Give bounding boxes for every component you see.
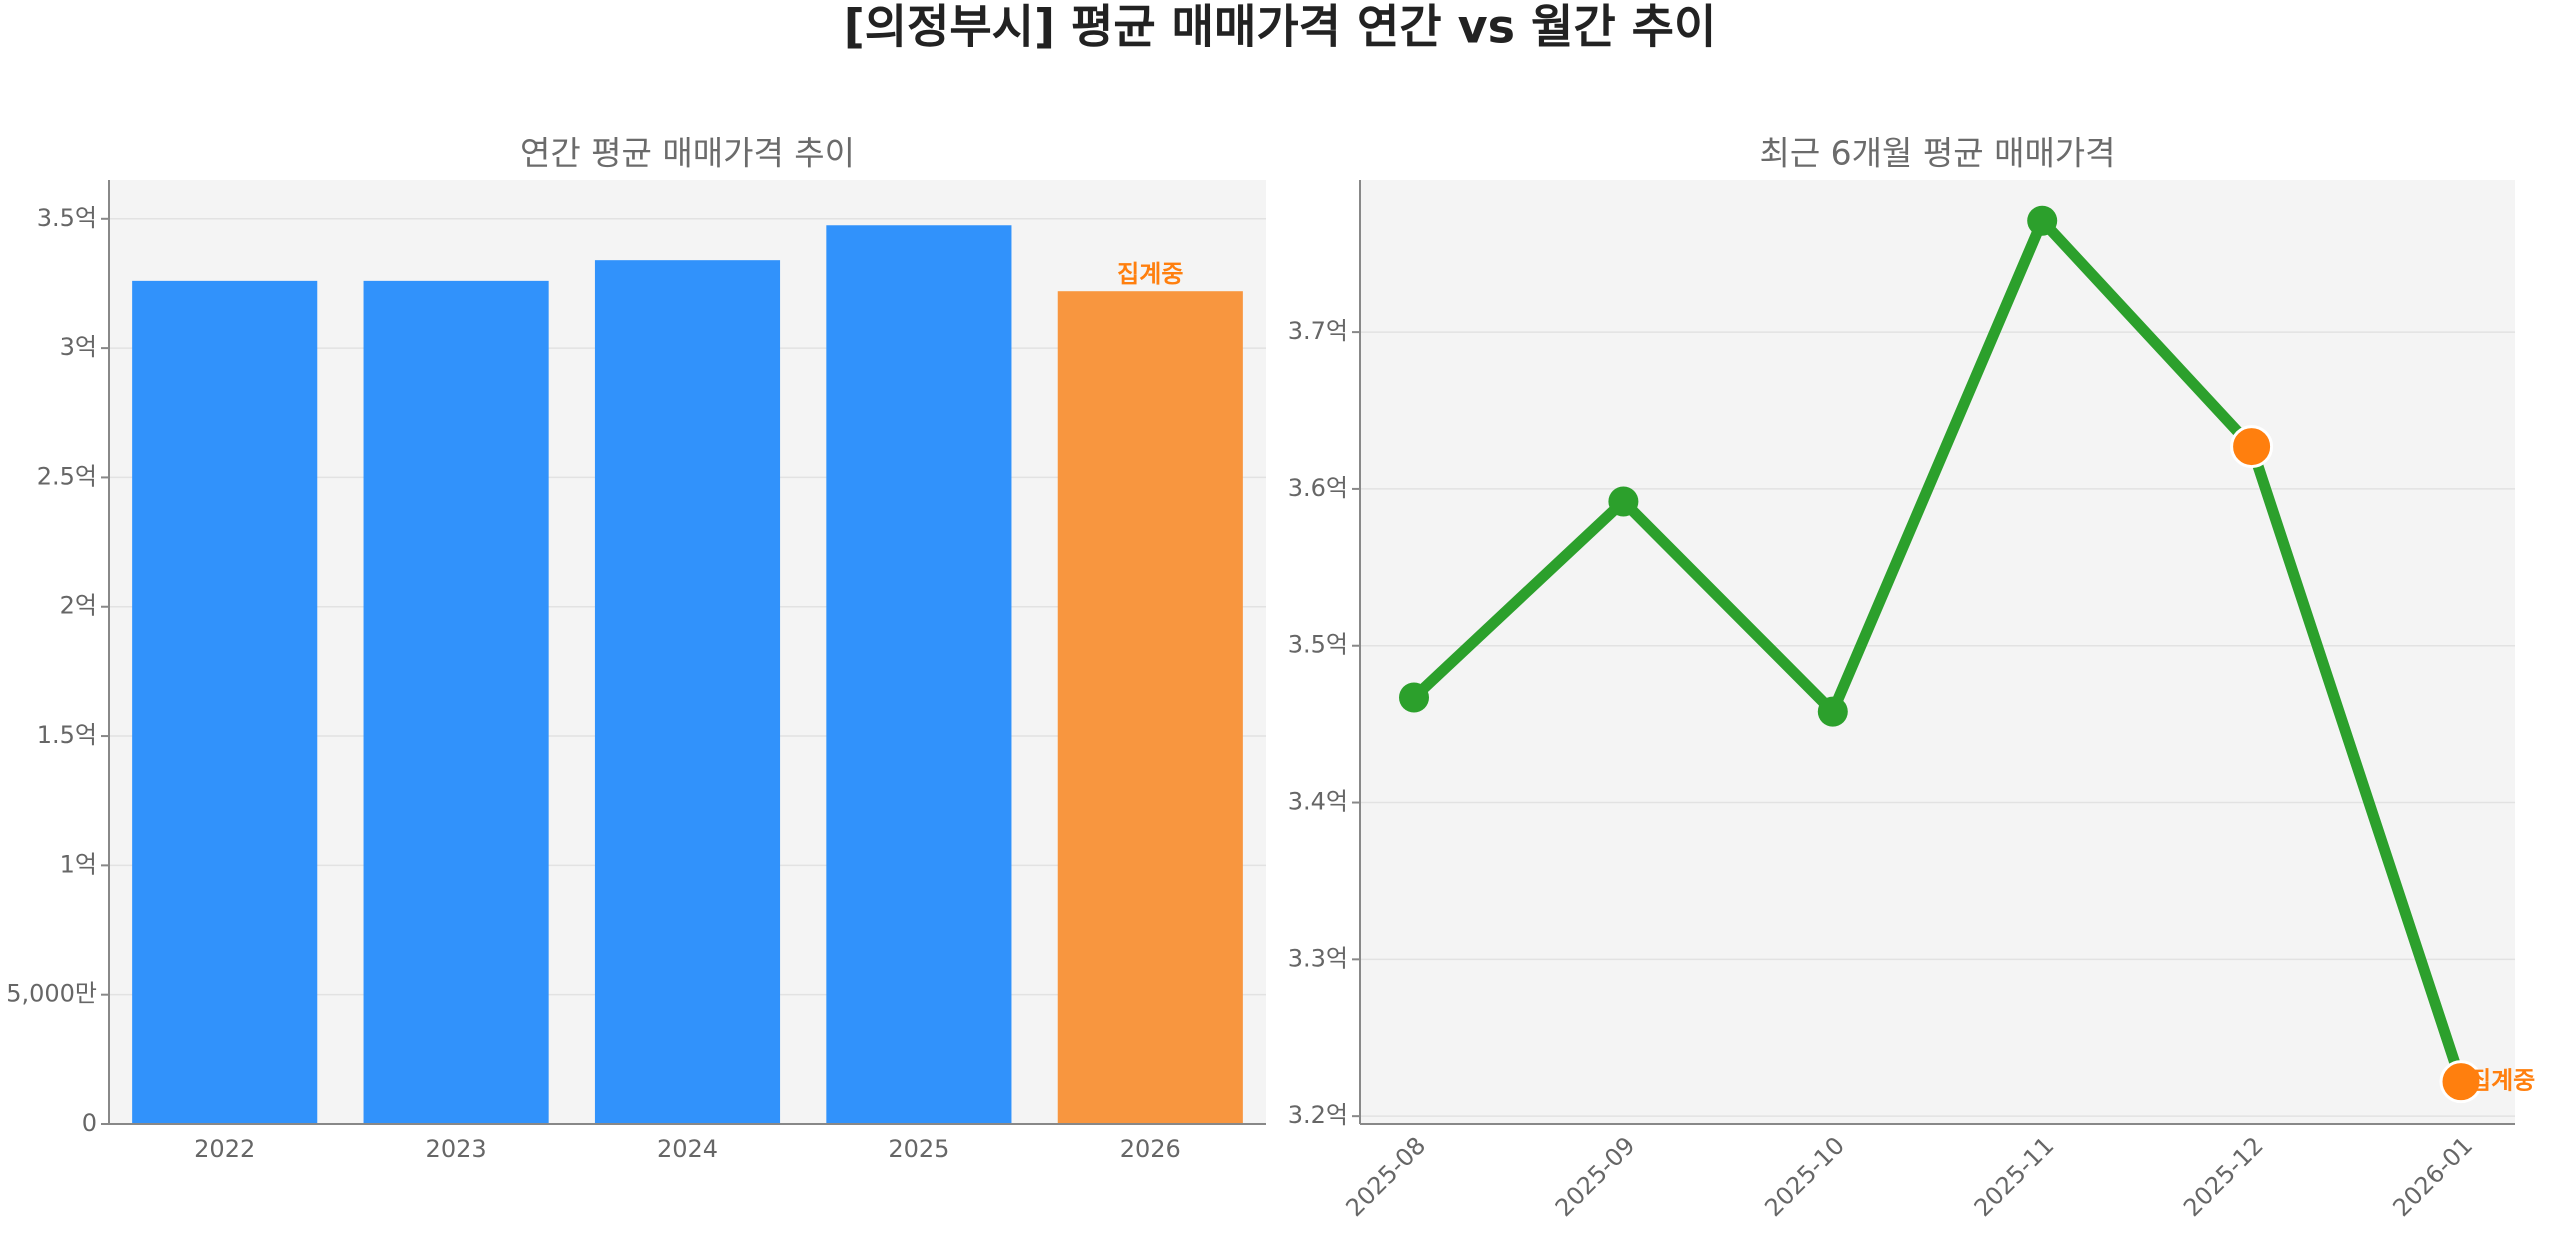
y-tick-label: 1.5억 (37, 721, 97, 749)
x-tick-label: 2022 (194, 1135, 255, 1163)
bar (594, 260, 781, 1124)
plot-background (1360, 180, 2515, 1124)
y-tick-label: 3.6억 (1288, 474, 1348, 502)
y-tick-label: 2억 (60, 592, 97, 620)
marker (2439, 1060, 2483, 1104)
y-tick-label: 3.4억 (1288, 788, 1348, 816)
bar (1057, 291, 1243, 1125)
y-tick-label: 3.7억 (1288, 317, 1348, 345)
line (1410, 215, 2467, 1084)
x-tick-label: 2026 (1120, 1135, 1181, 1163)
x-tick-label: 2025-09 (1550, 1131, 1641, 1222)
y-tick-label: 3억 (60, 333, 97, 361)
x-tick-label: 2025-08 (1340, 1131, 1431, 1222)
x-tick-label: 2024 (657, 1135, 718, 1163)
x-tick-label: 2025-12 (2178, 1131, 2269, 1222)
annotation: 집계중 (1117, 260, 1183, 288)
y-tick-label: 0 (82, 1109, 97, 1137)
y-tick-label: 3.5억 (1288, 631, 1348, 659)
y-tick-label: 5,000만 (6, 980, 97, 1008)
x-tick-label: 2023 (426, 1135, 487, 1163)
subplot-title: 연간 평균 매매가격 추이 (520, 134, 855, 173)
y-tick-label: 3.2억 (1288, 1101, 1348, 1129)
marker (2230, 425, 2274, 469)
y-tick-label: 2.5억 (37, 462, 97, 490)
x-tick-label: 2025-11 (1969, 1131, 2060, 1222)
annotation: 집계중 (2469, 1067, 2535, 1095)
figure-title: [의정부시] 평균 매매가격 연간 vs 월간 추이 (844, 0, 1717, 54)
x-tick-label: 2026-01 (2387, 1131, 2478, 1222)
x-tick-label: 2025 (888, 1135, 949, 1163)
marker (2027, 205, 2058, 236)
y-tick-label: 1억 (60, 850, 97, 878)
bar (363, 280, 549, 1125)
marker (1817, 696, 1848, 727)
y-tick-label: 3.3억 (1288, 944, 1348, 972)
bar (826, 225, 1012, 1125)
subplot-title: 최근 6개월 평균 매매가격 (1759, 134, 2115, 173)
marker (1399, 682, 1429, 713)
y-tick-label: 3.5억 (37, 204, 97, 232)
bar (132, 280, 318, 1125)
marker (1608, 486, 1639, 517)
x-tick-label: 2025-10 (1759, 1131, 1850, 1222)
